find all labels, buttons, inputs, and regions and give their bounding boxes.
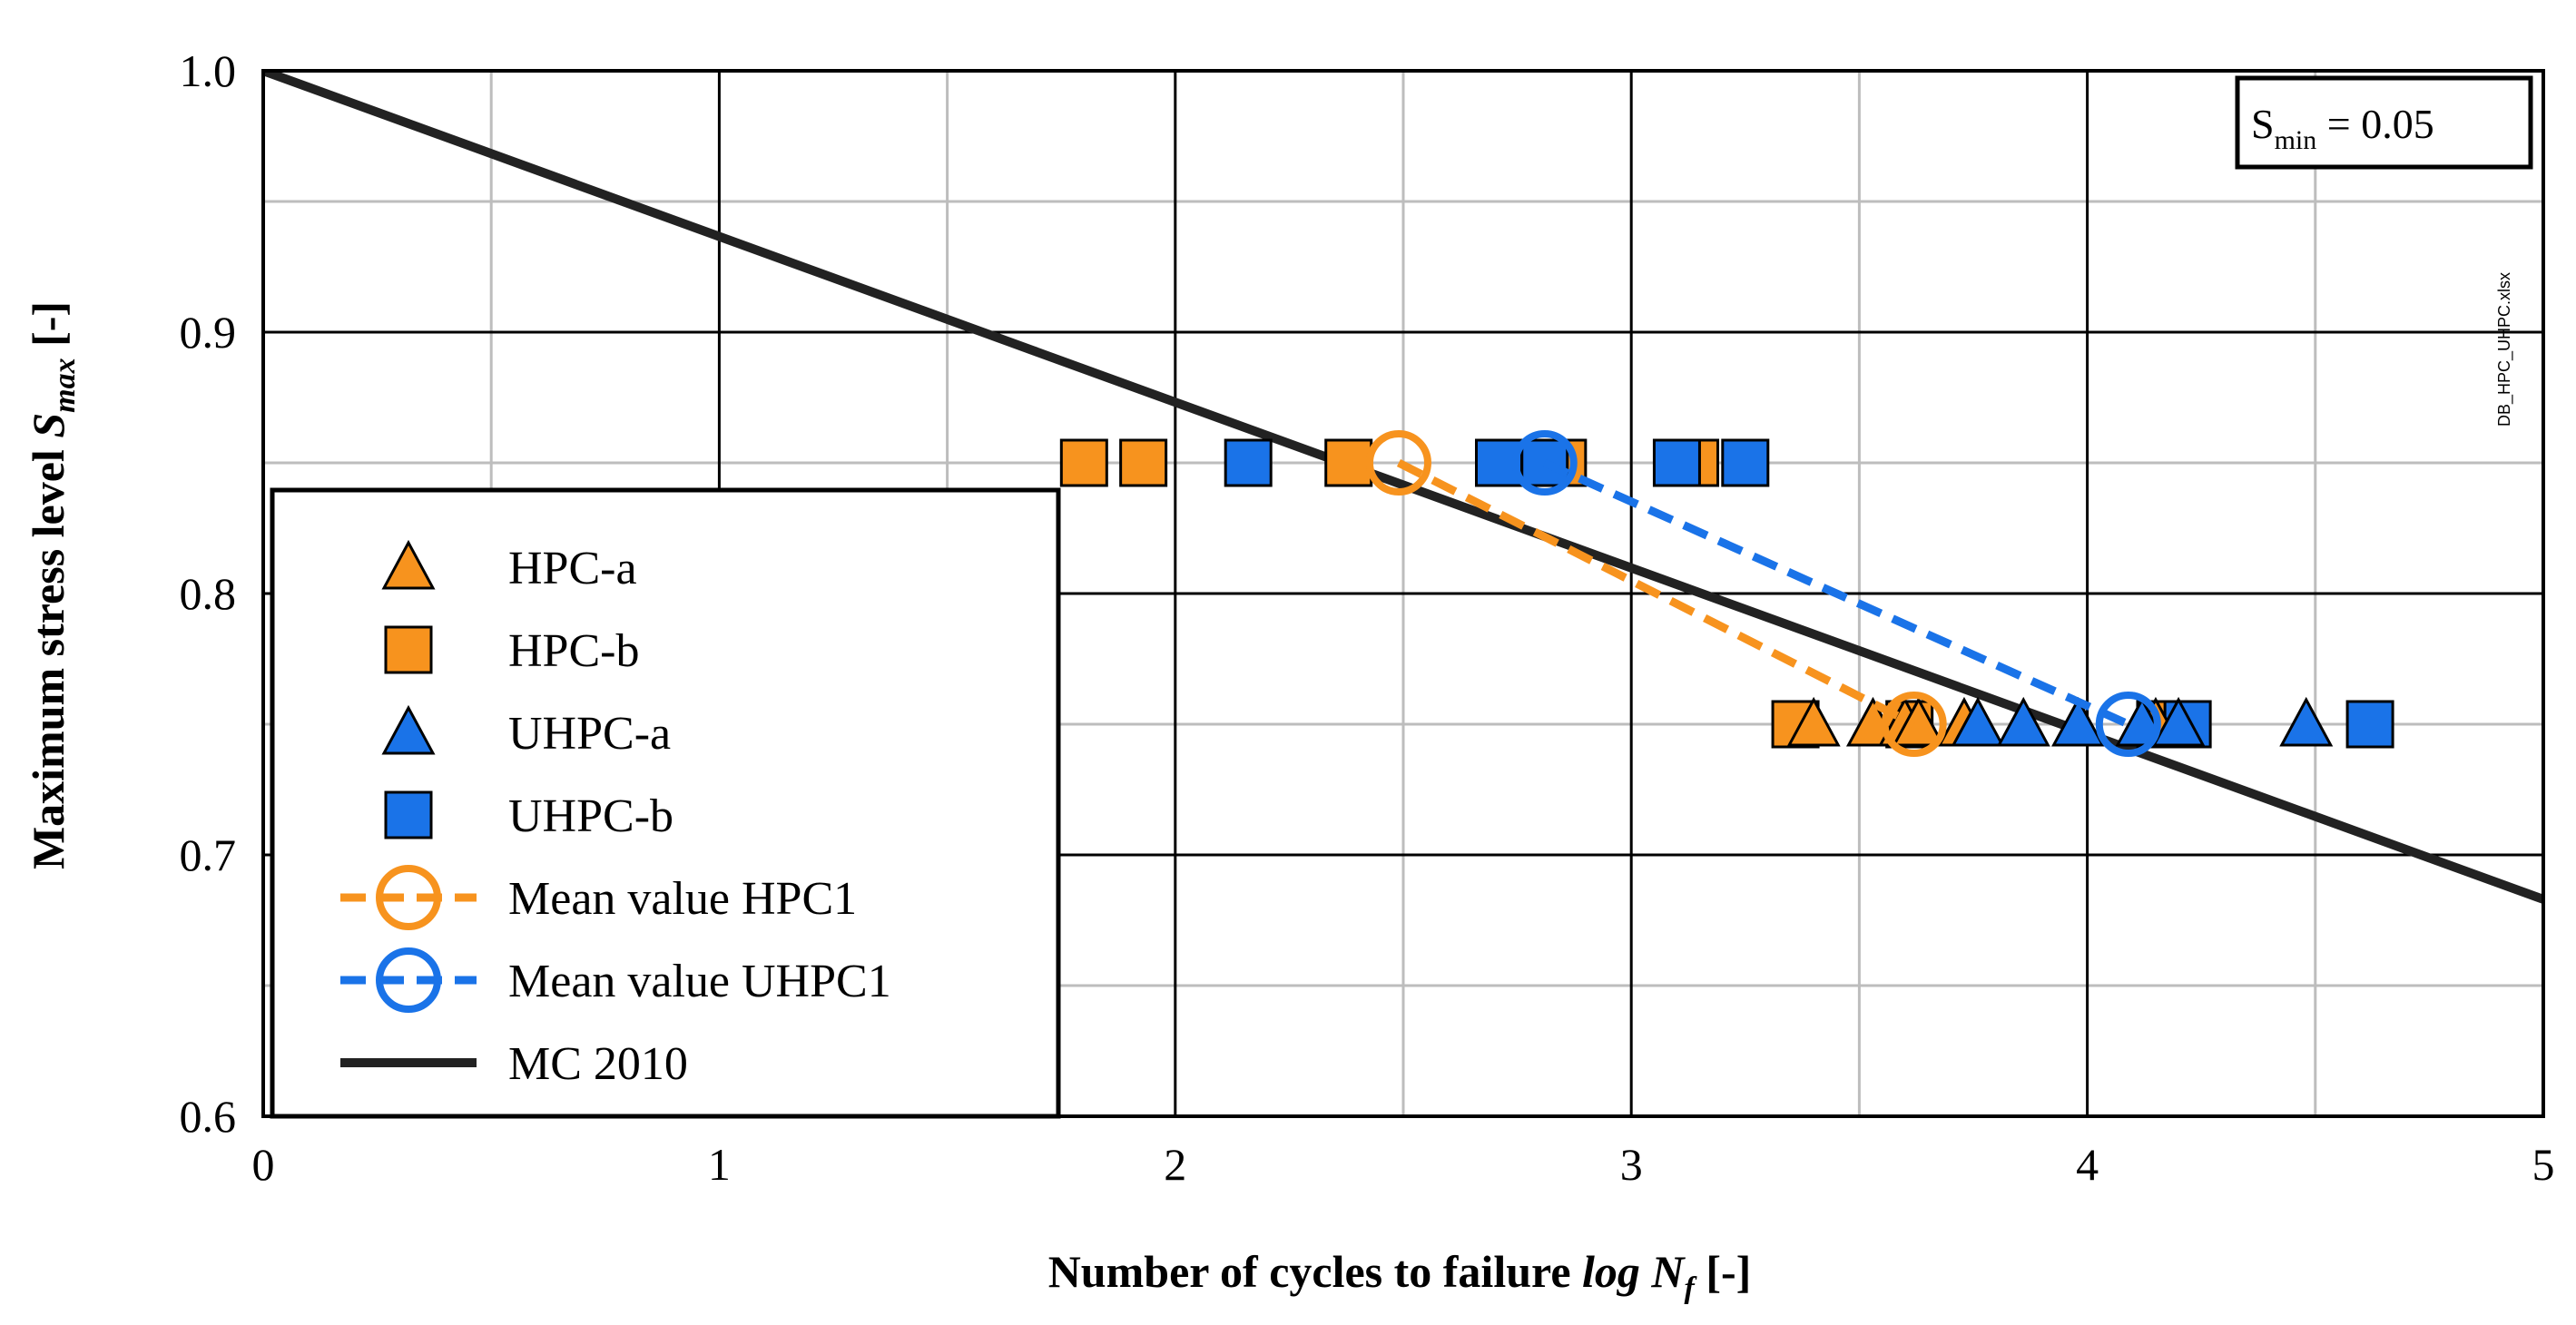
legend-entry-hpc-b: HPC-b xyxy=(384,625,639,677)
uhpc-b-point xyxy=(1224,438,1273,487)
mc2010-line xyxy=(263,71,2543,904)
legend-swatch-marker xyxy=(376,947,441,1013)
legend-swatch-marker xyxy=(381,539,436,590)
legend-label: Mean value UHPC1 xyxy=(508,956,891,1007)
x-tick-label: 0 xyxy=(252,1139,275,1190)
uhpc-b-point xyxy=(1652,438,1701,487)
axis-layer: 0 1 2 3 4 5 0.6 0.7 0.8 0.9 1.0 xyxy=(180,45,2555,1190)
hpc-a-point xyxy=(1892,696,1946,747)
legend-label: Mean value HPC1 xyxy=(508,873,857,925)
uhpc-a-point xyxy=(2151,696,2206,747)
legend-swatch-marker xyxy=(384,625,433,674)
mean-value-uhpc1-line xyxy=(1542,458,2130,729)
smin-annotation: Smin = 0.05 xyxy=(2235,75,2533,170)
uhpc-a-point xyxy=(1951,696,2005,747)
x-tick-label: 3 xyxy=(1620,1139,1643,1190)
legend-entry-uhpc-a: UHPC-a xyxy=(381,704,671,760)
hpc-b-point xyxy=(1324,438,1373,487)
mean-value-uhpc1-point xyxy=(1511,430,1578,496)
hpc-a-point xyxy=(1786,696,1841,747)
mean-value-hpc1-point xyxy=(1365,430,1431,496)
file-label: DB_HPC_UHPC.xlsx xyxy=(2495,272,2514,427)
legend-swatch-marker xyxy=(376,865,441,930)
uhpc-b-point xyxy=(1721,438,1770,487)
mean-value-hpc1-line xyxy=(1396,458,1916,729)
uhpc-a-point xyxy=(2279,696,2334,747)
legend-label: UHPC-a xyxy=(508,708,671,760)
smin-annotation-text: Smin = 0.05 xyxy=(2251,101,2434,155)
legend-entry-mean-value-uhpc1: Mean value UHPC1 xyxy=(340,947,891,1013)
uhpc-a-point xyxy=(2051,696,2106,747)
x-tick-label: 5 xyxy=(2532,1139,2555,1190)
mean-value-hpc1-point xyxy=(1881,692,1947,757)
legend-entry-mean-value-hpc1: Mean value HPC1 xyxy=(340,865,857,930)
uhpc-a-point xyxy=(1996,696,2050,747)
y-tick-label: 0.9 xyxy=(180,307,237,358)
x-axis-title: Number of cycles to failure log Nf [-] xyxy=(1048,1246,1752,1305)
uhpc-b-point xyxy=(2345,700,2394,749)
y-tick-label: 0.8 xyxy=(180,568,237,619)
mean-value-uhpc1-point xyxy=(2095,692,2161,757)
uhpc-b-point xyxy=(1475,438,1524,487)
x-tick-label: 2 xyxy=(1164,1139,1186,1190)
legend-swatch-marker xyxy=(381,704,436,755)
hpc-b-point xyxy=(1119,438,1168,487)
x-tick-label: 1 xyxy=(708,1139,731,1190)
x-tick-label: 4 xyxy=(2076,1139,2099,1190)
legend-label: MC 2010 xyxy=(508,1038,688,1090)
y-tick-label: 0.6 xyxy=(180,1091,237,1142)
y-tick-label: 1.0 xyxy=(180,45,237,96)
legend-swatch-marker xyxy=(384,790,433,839)
hpc-b-point xyxy=(1059,438,1108,487)
series-layer xyxy=(263,71,2543,904)
legend-entry-mc-2010: MC 2010 xyxy=(340,1038,688,1090)
legend-label: HPC-a xyxy=(508,543,637,594)
legend-label: HPC-b xyxy=(508,625,639,677)
legend: HPC-a HPC-b UHPC-a UHPC-b Mean value HPC1 Mea… xyxy=(270,487,1061,1119)
plot-frame xyxy=(261,69,2545,1118)
y-tick-label: 0.7 xyxy=(180,829,237,880)
legend-entry-uhpc-b: UHPC-b xyxy=(384,790,673,842)
y-axis-title: Maximum stress level Smax [-] xyxy=(23,301,82,869)
legend-label: UHPC-b xyxy=(508,790,673,842)
legend-entry-hpc-a: HPC-a xyxy=(381,539,637,594)
